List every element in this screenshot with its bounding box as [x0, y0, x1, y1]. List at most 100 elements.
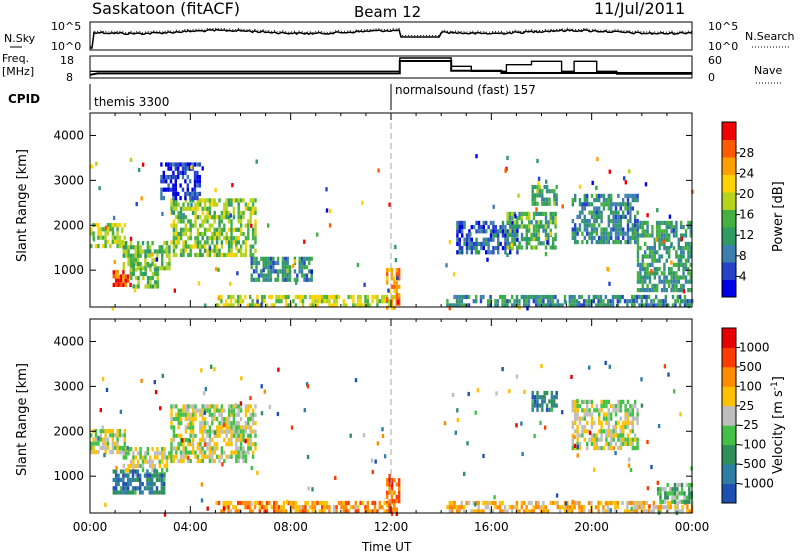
- range-gate-cell: [232, 416, 236, 422]
- range-gate-cell: [262, 268, 265, 273]
- range-gate-cell: [515, 505, 519, 510]
- range-gate-cell: [187, 244, 190, 249]
- range-gate-cell: [203, 206, 207, 211]
- range-gate-cell: [583, 303, 586, 308]
- range-gate-cell: [574, 404, 577, 409]
- range-gate-cell: [549, 245, 552, 250]
- range-gate-cell: [179, 437, 183, 443]
- range-gate-cell: [222, 303, 225, 308]
- range-gate-cell: [638, 294, 641, 300]
- range-gate-cell: [655, 294, 658, 300]
- range-gate-cell: [217, 500, 221, 506]
- range-gate-cell: [293, 259, 296, 264]
- range-gate-cell: [174, 187, 177, 192]
- range-gate-cell: [163, 241, 166, 246]
- range-gate-cell: [492, 237, 495, 242]
- range-gate-cell: [163, 451, 166, 456]
- range-gate-cell: [235, 198, 238, 203]
- range-gate-cell: [206, 227, 209, 232]
- range-gate-cell: [272, 260, 275, 266]
- range-gate-cell: [97, 231, 100, 236]
- range-gate-cell: [179, 412, 183, 417]
- range-gate-cell: [191, 437, 195, 443]
- range-gate-cell: [683, 303, 687, 308]
- range-gate-cell: [550, 189, 554, 194]
- range-gate-cell: [215, 202, 219, 207]
- range-gate-cell: [160, 196, 163, 201]
- range-gate-cell: [143, 473, 147, 478]
- range-gate-cell: [633, 294, 636, 300]
- range-gate-cell: [214, 267, 218, 272]
- range-gate-cell: [390, 482, 394, 487]
- range-gate-cell: [191, 191, 194, 196]
- range-gate-cell: [255, 277, 258, 282]
- range-gate-cell: [667, 500, 670, 506]
- range-gate-cell: [492, 233, 495, 238]
- range-gate-cell: [208, 404, 212, 409]
- range-gate-cell: [239, 248, 243, 253]
- range-gate-cell: [573, 294, 576, 300]
- range-gate-cell: [376, 294, 379, 300]
- range-gate-cell: [269, 260, 273, 266]
- range-gate-cell: [225, 442, 228, 447]
- range-gate-cell: [631, 231, 634, 236]
- range-gate-cell: [475, 241, 478, 246]
- range-gate-cell: [472, 299, 475, 304]
- range-gate-cell: [201, 416, 204, 422]
- range-gate-cell: [583, 227, 586, 232]
- range-gate-cell: [623, 176, 626, 181]
- range-gate-cell: [258, 500, 261, 506]
- noise-right-tick-bottom: 10^0: [708, 40, 738, 53]
- range-gate-cell: [208, 450, 212, 455]
- range-gate-cell: [172, 198, 176, 203]
- range-gate-cell: [518, 303, 521, 308]
- range-gate-cell: [301, 299, 305, 304]
- range-gate-cell: [175, 202, 178, 207]
- y-tick-label: 3000: [53, 173, 84, 187]
- range-gate-cell: [583, 219, 586, 224]
- range-gate-cell: [273, 500, 276, 506]
- range-gate-cell: [165, 266, 169, 271]
- range-gate-cell: [673, 389, 676, 394]
- range-gate-cell: [614, 408, 618, 413]
- range-gate-cell: [383, 509, 386, 514]
- range-gate-cell: [610, 416, 613, 421]
- range-gate-cell: [664, 303, 667, 308]
- range-gate-cell: [508, 505, 511, 510]
- range-gate-cell: [515, 374, 519, 379]
- range-gate-cell: [254, 433, 257, 438]
- range-gate-cell: [484, 505, 487, 510]
- range-gate-cell: [156, 267, 159, 272]
- range-gate-cell: [151, 262, 154, 267]
- range-gate-cell: [90, 231, 93, 236]
- range-gate-cell: [323, 294, 326, 300]
- range-gate-cell: [134, 486, 137, 491]
- range-gate-cell: [516, 216, 519, 221]
- range-gate-cell: [276, 273, 280, 278]
- range-gate-cell: [146, 469, 149, 474]
- range-gate-cell: [597, 303, 600, 308]
- range-gate-cell: [388, 473, 391, 479]
- freq-frame: [89, 55, 693, 79]
- range-gate-cell: [629, 202, 632, 207]
- range-gate-cell: [624, 420, 627, 425]
- range-gate-cell: [515, 509, 519, 514]
- range-gate-cell: [244, 429, 248, 434]
- range-gate-cell: [136, 477, 139, 482]
- range-gate-cell: [140, 378, 143, 383]
- range-gate-cell: [172, 175, 175, 180]
- range-gate-cell: [230, 244, 233, 249]
- range-gate-cell: [395, 511, 398, 516]
- range-gate-cell: [232, 227, 236, 232]
- range-gate-cell: [600, 214, 603, 219]
- range-gate-cell: [194, 244, 197, 249]
- range-gate-cell: [237, 458, 240, 464]
- range-gate-cell: [635, 505, 639, 510]
- range-gate-cell: [232, 198, 236, 203]
- range-gate-cell: [199, 421, 202, 426]
- range-gate-cell: [645, 303, 648, 308]
- range-gate-cell: [293, 256, 297, 261]
- range-gate-cell: [554, 224, 557, 229]
- range-gate-cell: [515, 299, 519, 304]
- range-gate-cell: [639, 246, 642, 251]
